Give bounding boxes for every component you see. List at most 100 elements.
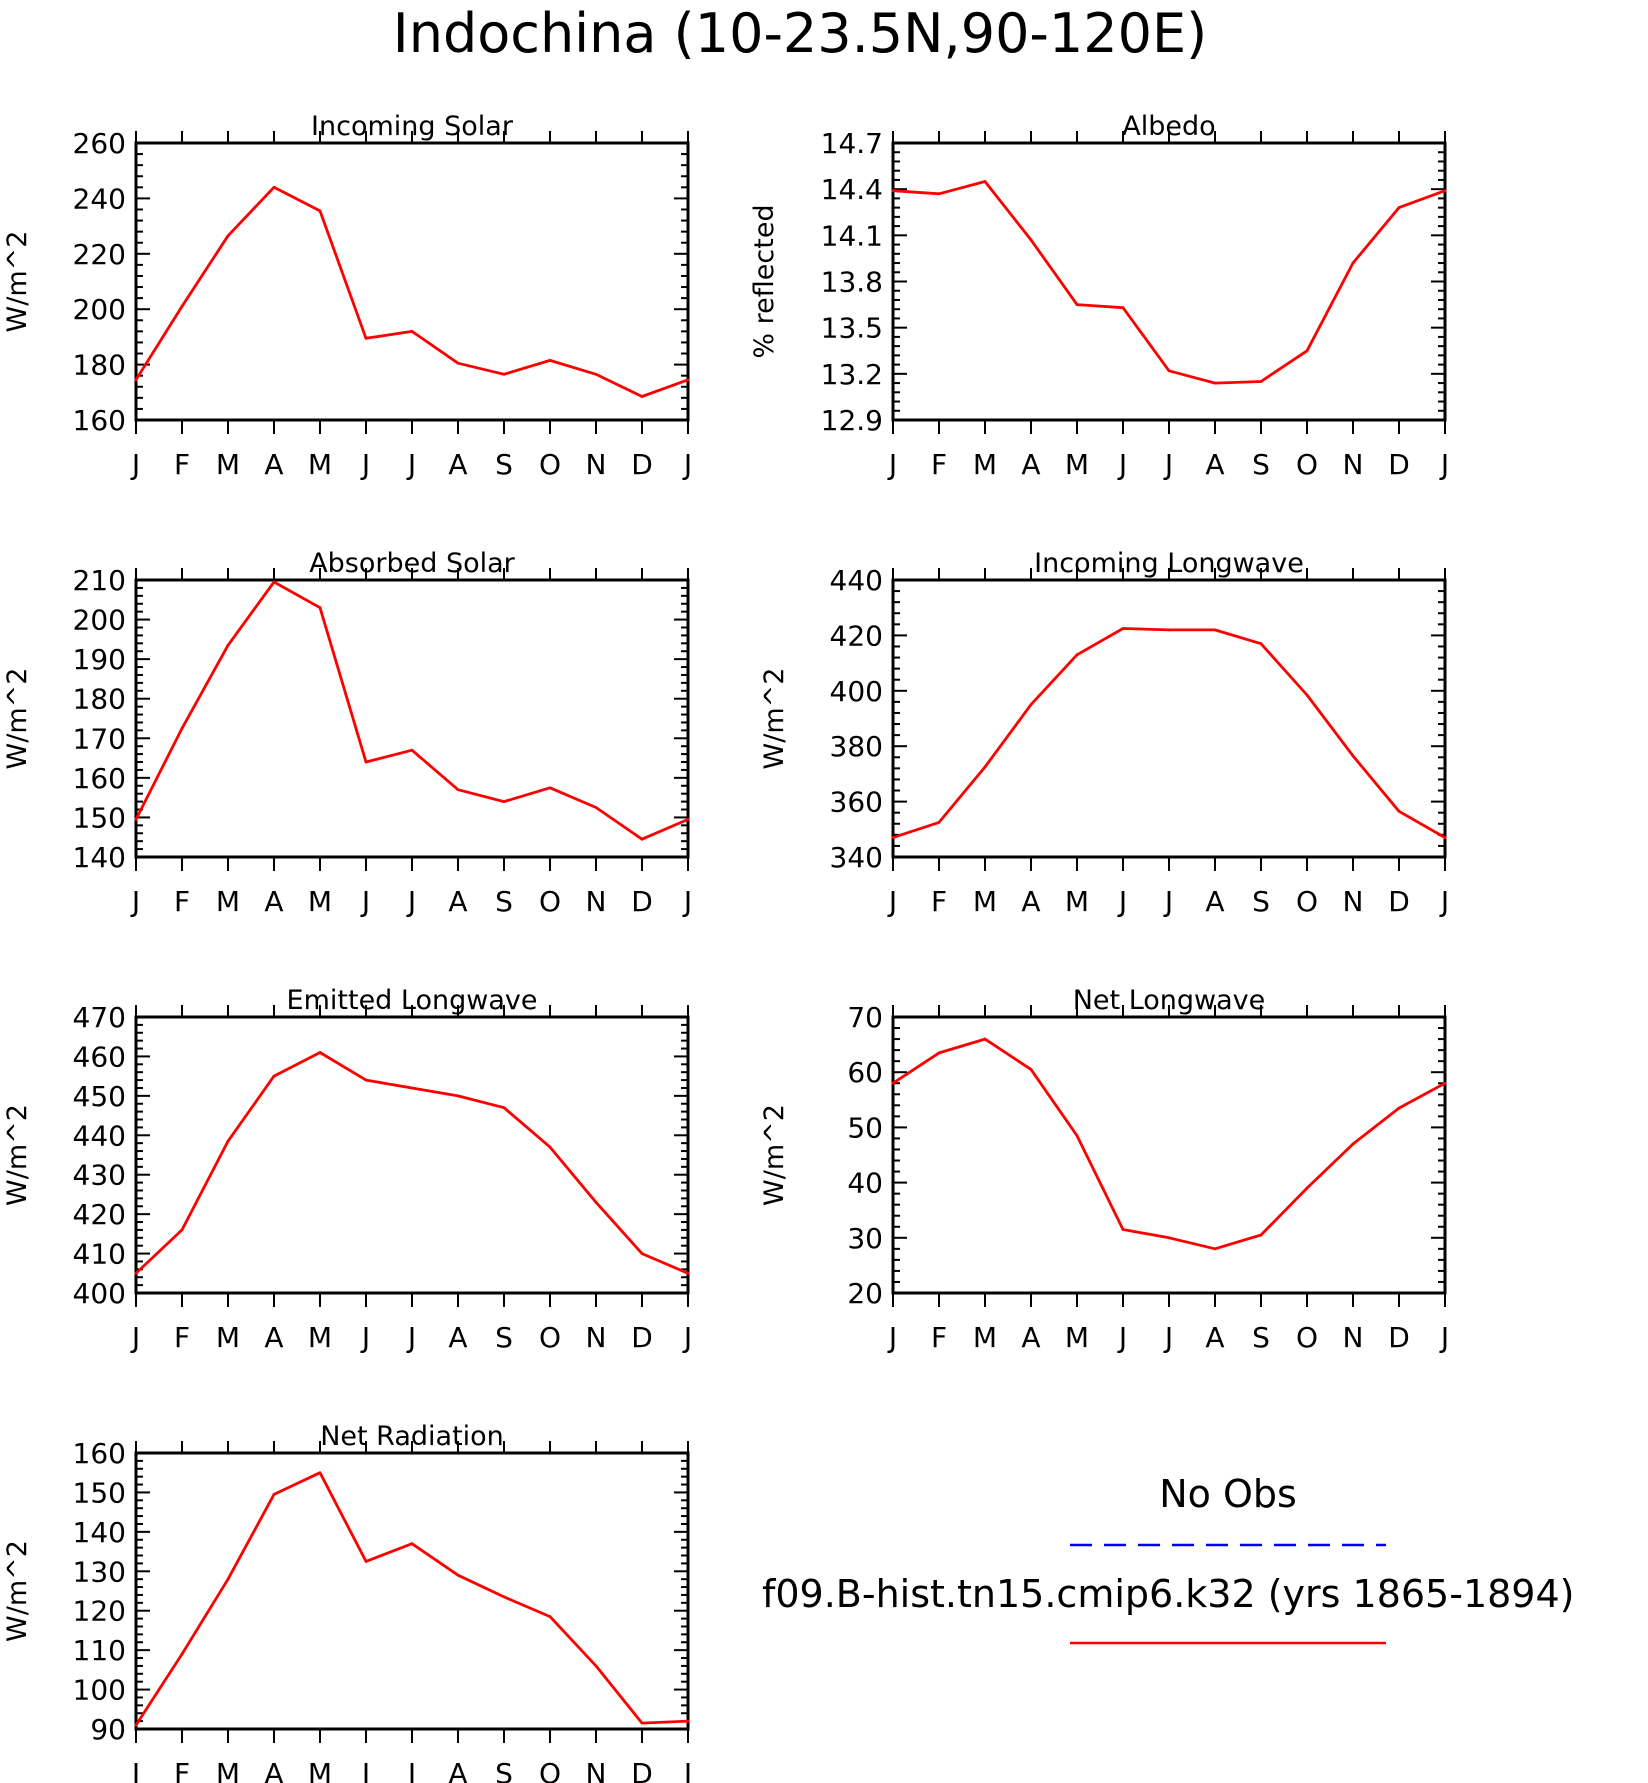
x-tick-label: M [973,448,997,481]
x-tick-label: S [1252,1321,1270,1354]
data-point [1213,381,1217,385]
data-point [364,1078,368,1082]
x-tick-label: F [931,448,947,481]
data-point [1443,189,1447,193]
series-line [135,1051,689,1275]
y-tick-label: 30 [847,1222,883,1255]
data-point [891,1081,895,1085]
x-tick-label: N [586,1321,607,1354]
data-point [226,234,230,238]
x-tick-label: J [360,885,370,918]
x-tick-label: N [1343,448,1364,481]
data-point [983,1037,987,1041]
x-tick-label: J [1163,1321,1173,1354]
data-point [1397,809,1401,813]
data-point [272,1074,276,1078]
data-point [364,760,368,764]
y-tick-label: 20 [847,1277,883,1310]
legend-model-label: f09.B-hist.tn15.cmip6.k32 (yrs 1865-1894… [762,1572,1574,1616]
plot-frame [891,1015,1447,1295]
x-tick-label: S [495,448,513,481]
x-tick-label: A [448,1757,467,1783]
x-tick-label: J [406,1321,416,1354]
data-point [226,1577,230,1581]
y-tick-label: 340 [830,841,883,874]
y-tick-label: 430 [73,1159,126,1192]
data-point [891,836,895,840]
data-point [502,1106,506,1110]
y-tick-label: 120 [73,1595,126,1628]
y-tick-label: 190 [73,643,126,676]
panel-2: Absorbed SolarW/m^2140150160170180190200… [2,548,692,918]
data-point [1443,1081,1447,1085]
x-tick-label: J [130,448,140,481]
data-point [410,329,414,333]
series-line [892,627,1446,839]
y-tick-label: 14.4 [821,173,883,206]
series-line [134,1471,689,1726]
y-axis-label: W/m^2 [2,1540,33,1642]
data-point [1075,303,1079,306]
x-tick-label: S [1252,448,1270,481]
y-tick-label: 180 [73,349,126,382]
data-point [1075,653,1079,657]
y-tick-label: 180 [73,683,126,716]
data-point [594,806,598,809]
y-tick-label: 100 [73,1674,126,1707]
y-tick-label: 200 [73,604,126,637]
series-line [134,580,689,841]
data-point [502,800,506,803]
y-axis-label: W/m^2 [759,1104,790,1206]
data-point [502,1595,506,1599]
data-point [318,606,322,610]
x-tick-label: J [1117,448,1127,481]
series-line [892,180,1446,385]
y-tick-label: 160 [73,404,126,437]
legend: No Obs f09.B-hist.tn15.cmip6.k32 (yrs 18… [762,1472,1574,1645]
x-tick-label: A [1021,448,1040,481]
data-point [1121,306,1125,310]
y-tick-label: 440 [830,564,883,597]
plot-frame [134,1015,690,1295]
x-tick-label: J [887,885,897,918]
x-tick-label: A [448,448,467,481]
x-tick-label: A [264,1321,283,1354]
x-tick-label: M [308,885,332,918]
x-tick-label: F [174,1321,190,1354]
x-tick-label: J [360,1321,370,1354]
x-tick-label: J [130,1321,140,1354]
y-tick-label: 470 [73,1001,126,1034]
x-tick-label: J [130,1757,140,1783]
data-point [1213,1247,1217,1251]
data-point [686,1719,690,1723]
data-point [134,818,138,821]
data-point [364,336,368,340]
data-point [318,209,322,213]
x-tick-label: J [406,448,416,481]
y-tick-label: 450 [73,1080,126,1113]
y-axis-label: W/m^2 [2,231,33,333]
x-tick-label: S [1252,885,1270,918]
y-tick-label: 13.2 [821,358,883,391]
x-tick-label: M [216,1757,240,1783]
x-tick-label: O [539,448,561,481]
y-tick-label: 110 [73,1634,126,1667]
x-tick-label: J [1439,885,1449,918]
x-tick-label: A [448,885,467,918]
y-tick-label: 260 [73,127,126,160]
x-tick-label: O [539,1321,561,1354]
x-tick-label: M [216,1321,240,1354]
data-point [134,1723,138,1727]
data-point [548,1615,552,1619]
x-tick-label: J [360,1757,370,1783]
x-tick-label: F [931,1321,947,1354]
data-point [1397,206,1401,210]
data-point [937,820,941,824]
data-point [410,1086,414,1090]
x-tick-label: D [1388,1321,1410,1354]
data-point [1305,693,1309,697]
y-axis-label: W/m^2 [2,668,33,770]
data-point [1029,703,1033,707]
